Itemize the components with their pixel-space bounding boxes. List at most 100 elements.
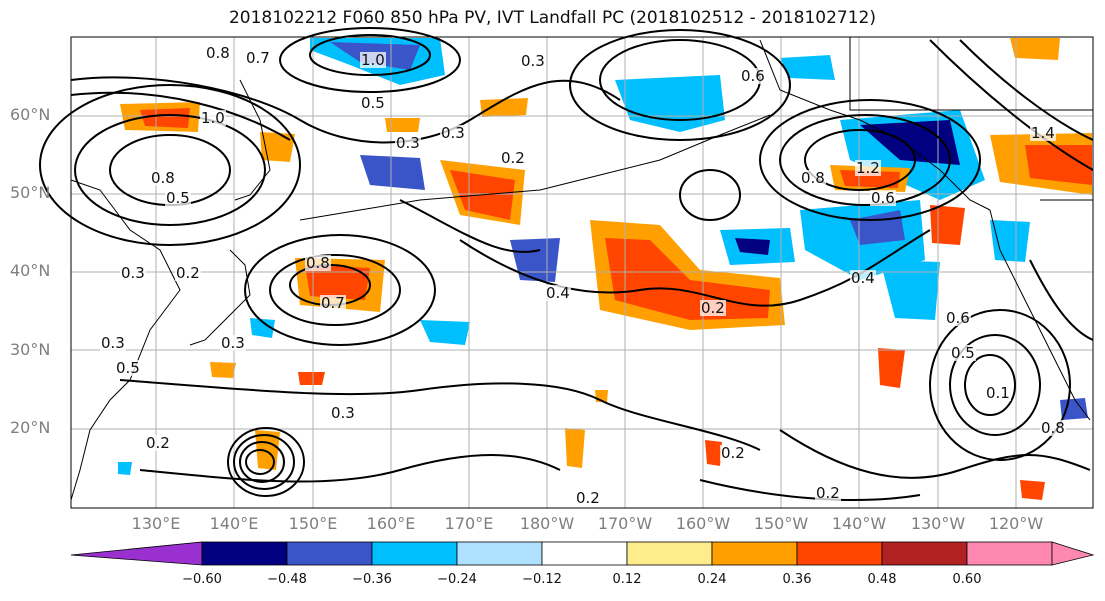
contour-label: 0.2 <box>145 434 171 452</box>
colorbar-tick-label: 0.48 <box>867 572 897 587</box>
colorbar-segment <box>1051 541 1095 566</box>
pv-blob <box>510 238 560 282</box>
pv-contour <box>70 91 291 141</box>
pv-contour <box>949 334 1041 436</box>
contour-label: 0.5 <box>165 189 191 207</box>
colorbar-segment <box>286 541 373 566</box>
pv-contour <box>964 354 1016 416</box>
map-title: 2018102212 F060 850 hPa PV, IVT Landfall… <box>228 8 876 28</box>
pv-blob <box>298 372 325 385</box>
pv-contour <box>239 441 285 483</box>
pv-contour <box>1029 259 1094 341</box>
pv-contour <box>399 199 541 253</box>
contour-label: 0.3 <box>520 52 546 70</box>
pv-contour <box>309 34 431 76</box>
pv-blob <box>605 238 770 320</box>
map-frame <box>70 36 1094 509</box>
pv-blob <box>360 155 425 190</box>
contour-label: 0.3 <box>440 124 466 142</box>
lon-label: 130°W <box>910 514 966 533</box>
contour-label: 0.8 <box>205 44 231 62</box>
contour-label: 1.2 <box>855 159 881 177</box>
colorbar-tick-label: 0.24 <box>697 572 727 587</box>
pv-contour <box>759 99 981 221</box>
pv-blob <box>860 120 960 165</box>
lon-label: 150°W <box>753 514 809 533</box>
lon-label: 120°W <box>988 514 1044 533</box>
colorbar-segment <box>711 541 798 566</box>
colorbar-segment <box>796 541 883 566</box>
pv-contour <box>227 427 305 497</box>
contour-label: 1.0 <box>200 109 226 127</box>
contour-label: 0.6 <box>945 309 971 327</box>
colorbar-tick-label: 0.36 <box>782 572 812 587</box>
pv-contour <box>119 379 761 451</box>
colorbar-segment <box>201 541 288 566</box>
pv-contour <box>959 39 1094 141</box>
pv-contour <box>39 84 301 246</box>
pv-contour <box>929 39 1094 171</box>
colorbar-tick-label: −0.48 <box>267 572 307 587</box>
pv-contour <box>569 29 791 141</box>
contour-label: 0.7 <box>245 49 271 67</box>
lon-label: 150°E <box>288 514 338 533</box>
contour-label: 0.3 <box>395 134 421 152</box>
contour-label: 0.2 <box>575 489 601 507</box>
contour-label: 0.5 <box>360 94 386 112</box>
lat-label: 30°N <box>10 340 51 359</box>
contour-label: 0.6 <box>870 189 896 207</box>
lat-label: 60°N <box>10 105 51 124</box>
pv-blob <box>250 318 275 338</box>
pv-blob <box>930 205 965 245</box>
coastlines <box>70 37 1093 501</box>
pv-contour <box>779 429 1091 479</box>
lat-label: 50°N <box>10 183 51 202</box>
lat-label: 40°N <box>10 261 51 280</box>
contour-label: 0.3 <box>220 334 246 352</box>
colorbar-tick-label: 0.60 <box>952 572 982 587</box>
pv-contour <box>70 76 621 144</box>
contour-label: 0.3 <box>330 404 356 422</box>
japan-coast <box>189 249 251 346</box>
colorbar-tick-label: −0.36 <box>352 572 392 587</box>
pv-blob <box>260 132 295 162</box>
pv-contour <box>804 129 916 191</box>
colorbar-segment <box>881 541 968 566</box>
pv-blob <box>210 362 236 378</box>
pv-contour <box>699 479 921 501</box>
contour-label: 0.4 <box>850 269 876 287</box>
pv-contour <box>679 169 741 221</box>
aleutian-chain <box>299 114 771 221</box>
pv-blob <box>480 98 528 117</box>
pv-contour <box>779 114 951 206</box>
pv-blob <box>705 440 722 466</box>
pv-blob <box>385 118 420 132</box>
pv-blob <box>565 428 585 468</box>
pv-blob <box>615 75 725 132</box>
colorbar-segment <box>456 541 543 566</box>
contour-label: 0.1 <box>985 384 1011 402</box>
lon-label: 160°E <box>366 514 416 533</box>
contour-label: 0.5 <box>115 359 141 377</box>
colorbar-segment <box>966 541 1053 566</box>
pv-contour <box>269 254 401 326</box>
pv-blob <box>880 260 940 320</box>
contour-label: 0.2 <box>700 299 726 317</box>
pv-blob <box>305 265 370 300</box>
pv-blob <box>420 320 470 345</box>
contour-label: 0.8 <box>305 254 331 272</box>
colorbar-segment <box>626 541 713 566</box>
pv-blob <box>878 348 905 388</box>
lon-label: 180°W <box>519 514 575 533</box>
lon-label: 130°E <box>131 514 181 533</box>
pv-contour <box>139 454 561 483</box>
colorbar-segment <box>541 541 628 566</box>
pv-blob <box>1020 480 1045 500</box>
pv-blob <box>1010 38 1060 60</box>
contour-label: 0.8 <box>1040 419 1066 437</box>
colorbar-tick-label: −0.24 <box>437 572 477 587</box>
contour-label: 0.3 <box>100 334 126 352</box>
kamchatka-coast <box>234 79 271 201</box>
lon-label: 170°W <box>597 514 653 533</box>
